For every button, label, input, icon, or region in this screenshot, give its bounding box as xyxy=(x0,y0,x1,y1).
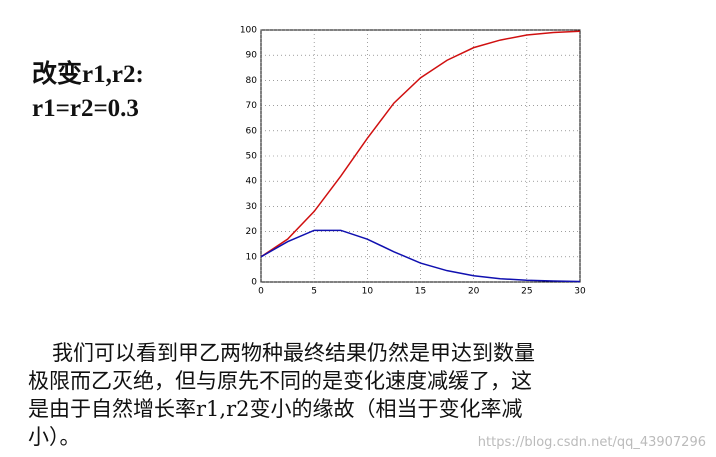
paragraph-line: 我们可以看到甲乙两物种最终结果仍然是甲达到数量 xyxy=(52,341,535,365)
plot-frame xyxy=(260,29,581,283)
y-tick-label: 80 xyxy=(246,76,258,86)
y-tick-label: 90 xyxy=(246,51,258,61)
y-tick-label: 30 xyxy=(246,202,258,212)
series-line xyxy=(260,30,581,258)
x-tick-label: 10 xyxy=(362,287,374,297)
y-tick-label: 10 xyxy=(246,252,258,262)
paragraph-line: 极限而乙灭绝，但与原先不同的是变化速度减缓了，这 xyxy=(28,369,532,393)
y-tick-label: 50 xyxy=(246,152,258,162)
y-tick-label: 100 xyxy=(240,26,257,36)
y-tick-label: 0 xyxy=(251,278,257,288)
x-tick-label: 15 xyxy=(415,287,426,297)
series-line xyxy=(260,229,581,283)
x-tick-label: 25 xyxy=(521,287,532,297)
heading: r1=r2=0.3 xyxy=(32,95,139,122)
x-tick-label: 20 xyxy=(468,287,480,297)
x-tick-label: 0 xyxy=(258,287,264,297)
y-tick-label: 20 xyxy=(246,227,258,237)
paragraph-line: 是由于自然增长率r1,r2变小的缘故（相当于变化率减 xyxy=(28,397,522,421)
watermark: https://blog.csdn.net/qq_43907296 xyxy=(478,435,706,450)
y-tick-label: 70 xyxy=(246,101,258,111)
y-tick-label: 40 xyxy=(246,177,258,187)
y-tick-label: 60 xyxy=(246,126,258,136)
heading: 改变r1,r2: xyxy=(32,59,144,88)
paragraph-line: 小）。 xyxy=(28,425,81,449)
x-tick-label: 30 xyxy=(574,287,586,297)
x-tick-label: 5 xyxy=(311,287,317,297)
